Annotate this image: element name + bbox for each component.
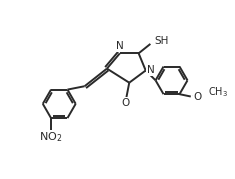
Text: O: O: [122, 98, 130, 108]
Text: NO$_2$: NO$_2$: [39, 130, 63, 144]
Text: N: N: [147, 66, 155, 76]
Text: N: N: [116, 42, 124, 51]
Text: O: O: [193, 91, 201, 101]
Text: CH$_3$: CH$_3$: [208, 86, 228, 99]
Text: SH: SH: [155, 36, 169, 46]
